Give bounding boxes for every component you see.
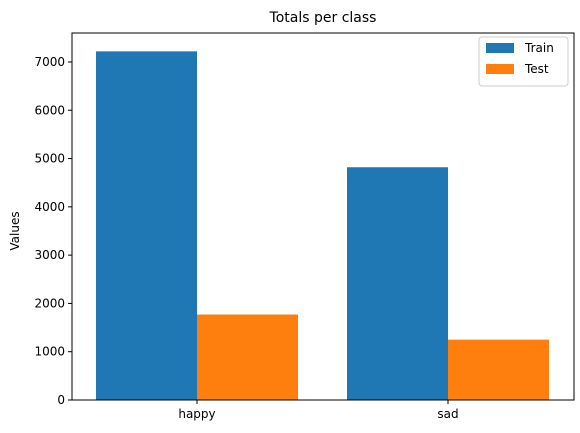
y-tick-label: 7000 — [34, 55, 65, 69]
plot-frame — [71, 32, 575, 401]
y-tick-label: 5000 — [34, 152, 65, 166]
bar-train-happy — [96, 51, 197, 400]
bars-layer — [96, 51, 549, 400]
y-tick-label: 6000 — [34, 103, 65, 117]
legend-label-test: Test — [524, 62, 549, 76]
y-ticks: 0 1000 2000 3000 4000 5000 6000 7000 — [34, 55, 72, 407]
x-tick-label-sad: sad — [437, 407, 458, 421]
bar-train-sad — [347, 167, 448, 400]
bar-test-sad — [448, 339, 549, 400]
chart-title: Totals per class — [269, 10, 377, 26]
y-tick-label: 4000 — [34, 200, 65, 214]
y-tick-label: 0 — [57, 393, 65, 407]
y-tick-label: 2000 — [34, 296, 65, 310]
legend-swatch-test — [486, 64, 514, 74]
bar-test-happy — [197, 314, 298, 400]
y-axis-label: Values — [8, 211, 22, 250]
legend-swatch-train — [486, 43, 514, 53]
y-tick-label: 3000 — [34, 248, 65, 262]
x-tick-label-happy: happy — [178, 407, 215, 421]
legend-label-train: Train — [524, 41, 554, 55]
x-ticks: happy sad — [178, 400, 459, 421]
y-tick-label: 1000 — [34, 345, 65, 359]
legend: Train Test — [478, 36, 569, 87]
